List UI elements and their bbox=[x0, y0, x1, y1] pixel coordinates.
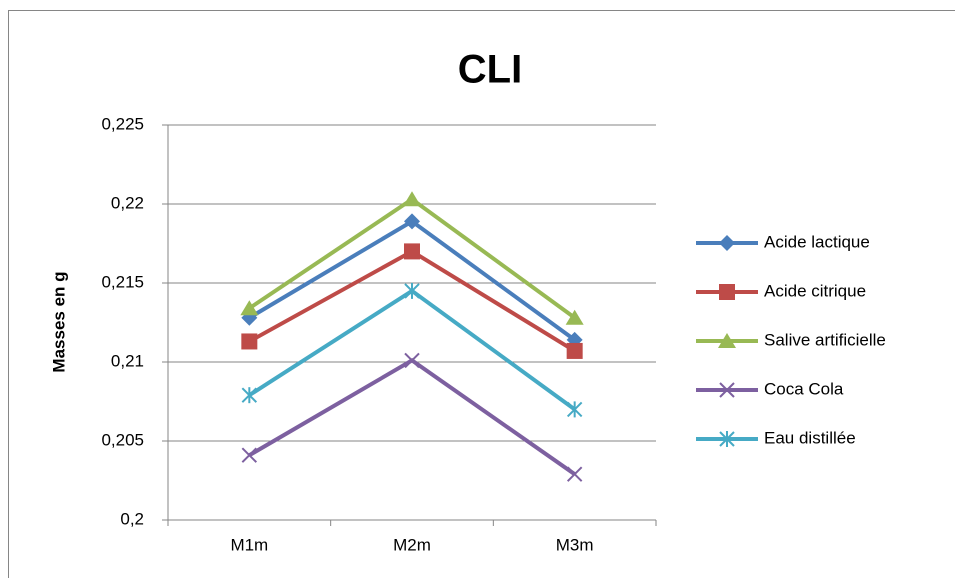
marker bbox=[719, 431, 735, 447]
marker-stroke bbox=[404, 352, 420, 369]
marker bbox=[404, 213, 420, 230]
x-tick-label: M3m bbox=[556, 535, 594, 554]
marker bbox=[719, 235, 735, 251]
marker bbox=[565, 309, 584, 325]
y-axis-label: Masses en g bbox=[49, 271, 68, 372]
marker bbox=[719, 284, 735, 300]
marker bbox=[566, 401, 583, 418]
y-tick-label: 0,205 bbox=[101, 430, 144, 449]
marker bbox=[240, 300, 259, 316]
legend-label: Coca Cola bbox=[764, 379, 844, 398]
marker bbox=[241, 387, 258, 404]
y-tick-label: 0,22 bbox=[111, 193, 144, 212]
marker bbox=[718, 333, 736, 348]
chart-title: CLI bbox=[458, 48, 522, 92]
x-tick-label: M1m bbox=[230, 535, 268, 554]
marker-stroke bbox=[241, 447, 258, 463]
marker bbox=[404, 243, 420, 260]
y-tick-label: 0,21 bbox=[111, 351, 144, 370]
legend-label: Eau distillée bbox=[764, 428, 856, 447]
y-tick-label: 0,225 bbox=[101, 114, 144, 133]
marker-stroke bbox=[719, 382, 735, 398]
legend-label: Acide lactique bbox=[764, 232, 870, 251]
legend-label: Acide citrique bbox=[764, 281, 866, 300]
marker bbox=[404, 282, 420, 299]
legend-label: Salive artificielle bbox=[764, 330, 886, 349]
y-tick-label: 0,2 bbox=[120, 509, 144, 528]
marker bbox=[719, 382, 735, 398]
marker bbox=[404, 352, 420, 369]
marker bbox=[566, 466, 583, 482]
marker bbox=[566, 342, 583, 359]
marker bbox=[241, 333, 258, 350]
marker-stroke bbox=[566, 466, 583, 482]
marker bbox=[241, 447, 258, 463]
marker bbox=[403, 191, 421, 207]
y-tick-label: 0,215 bbox=[101, 272, 144, 291]
x-tick-label: M2m bbox=[393, 535, 431, 554]
